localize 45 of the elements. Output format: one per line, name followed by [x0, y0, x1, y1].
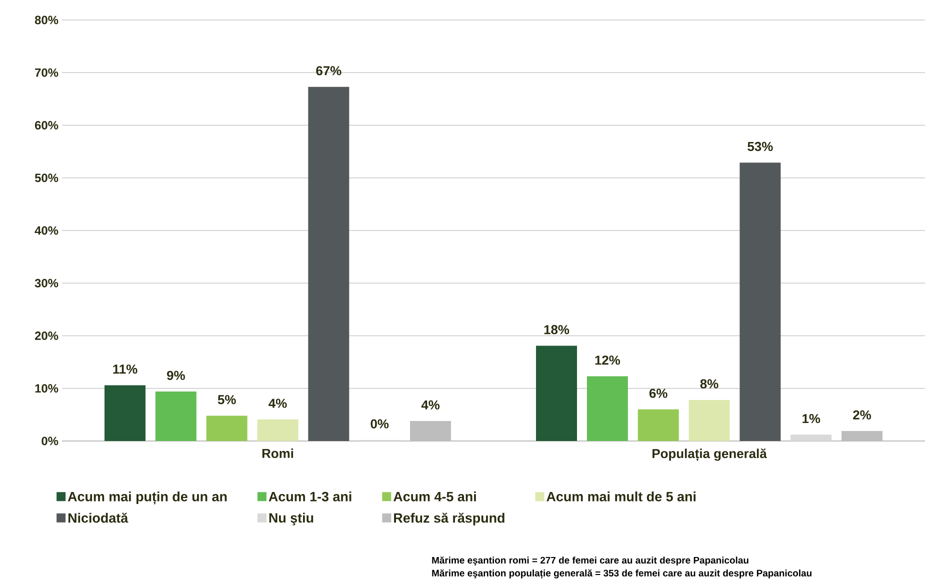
legend-label: Acum 1-3 ani	[268, 492, 352, 502]
data-label: 2%	[853, 410, 872, 420]
y-tick-label: 40%	[34, 226, 58, 235]
bar	[638, 409, 679, 442]
data-label: 53%	[748, 142, 773, 152]
bar	[257, 419, 298, 442]
data-label: 6%	[649, 388, 668, 398]
data-label: 12%	[595, 356, 620, 365]
y-tick-label: 0%	[42, 436, 58, 446]
legend-label: Nu ştiu	[269, 512, 314, 526]
data-label: 5%	[218, 395, 236, 404]
bar	[155, 392, 196, 442]
data-label: 18%	[544, 325, 570, 334]
legend-label: Niciodată	[68, 512, 128, 523]
text: Mărime eşantion populație generală = 353 de femei care au auzit despre Papanicolau	[432, 569, 812, 579]
y-tick-label: 30%	[34, 278, 58, 288]
y-tick-label: 70%	[35, 68, 58, 77]
bar	[536, 346, 578, 442]
y-tick-label: 10%	[35, 384, 58, 393]
x-tick-label: Populația generală	[652, 448, 767, 462]
text: Mărime eşantion romi = 277 de femei care au auzit despre Papanicolau	[432, 556, 748, 566]
y-tick-label: 60%	[34, 121, 58, 130]
data-label: 4%	[268, 398, 287, 408]
legend-label: Acum 4-5 ani	[393, 492, 476, 502]
legend-label: Acum mai puțin de un an	[68, 492, 227, 504]
data-label: 9%	[167, 370, 185, 380]
legend-label: Acum mai mult de 5 ani	[546, 492, 696, 502]
data-label: 1%	[802, 414, 820, 424]
y-tick-label: 50%	[34, 174, 58, 182]
bar	[740, 162, 781, 442]
bar	[308, 86, 350, 442]
data-label: 0%	[370, 419, 389, 428]
x-tick-label: Romi	[262, 448, 294, 458]
y-tick-label: 80%	[34, 16, 58, 24]
bar	[790, 434, 832, 442]
data-label: 4%	[421, 400, 440, 410]
data-label: 67%	[316, 66, 342, 76]
bar	[586, 376, 628, 442]
bar	[104, 385, 146, 442]
data-label: 8%	[700, 379, 718, 388]
y-tick-label: 20%	[34, 332, 58, 340]
bar	[206, 416, 248, 442]
bar	[688, 400, 730, 442]
legend-label: Refuz să răspund	[394, 512, 504, 526]
data-label: 11%	[113, 364, 138, 374]
